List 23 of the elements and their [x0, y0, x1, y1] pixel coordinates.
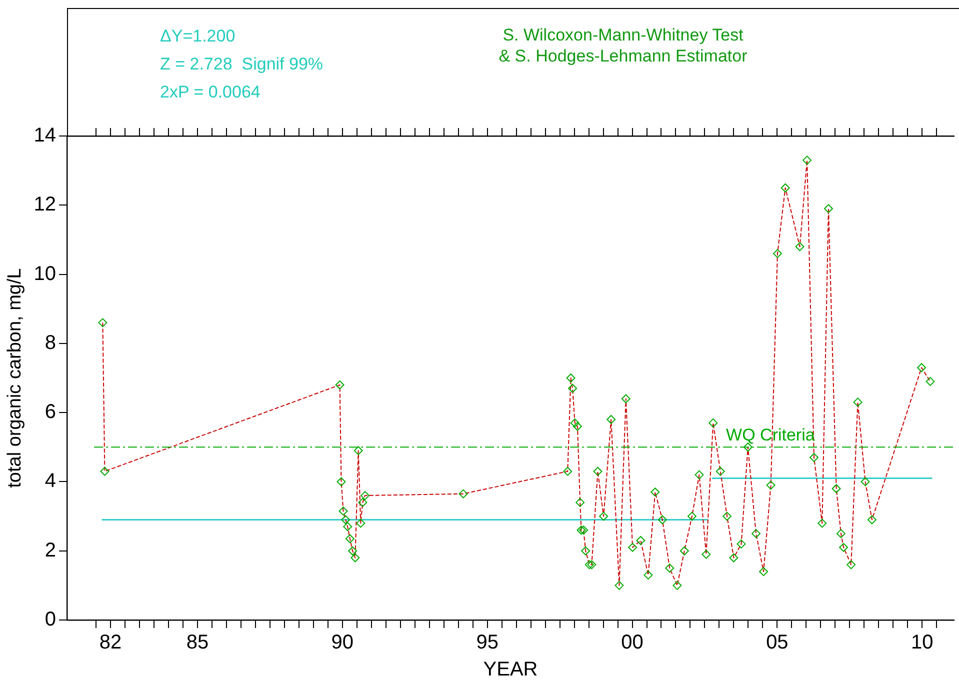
text: ΔY=1.200 [160, 26, 236, 46]
x-tick-label: 00 [621, 632, 644, 654]
y-tick-label: 10 [34, 262, 56, 285]
text: 2xP = 0.0064 [160, 82, 260, 102]
y-tick-label: 12 [34, 194, 56, 216]
y-tick-label: 6 [44, 401, 56, 424]
y-axis-title: total organic carbon, mg/L [4, 268, 26, 488]
ref-line-label: WQ Criteria [726, 425, 816, 444]
x-axis-title: YEAR [483, 658, 538, 681]
x-tick-label: 05 [766, 632, 788, 654]
x-tick-label: 82 [99, 632, 122, 654]
text: & S. Hodges-Lehmann Estimator [498, 46, 748, 66]
text: Z = 2.728 Signif 99% [160, 54, 324, 74]
x-tick-label: 95 [476, 632, 498, 654]
text: S. Wilcoxon-Mann-Whitney Test [502, 26, 744, 45]
y-tick-label: 14 [34, 124, 56, 147]
y-tick-label: 4 [44, 470, 56, 492]
y-tick-label: 2 [44, 539, 56, 562]
x-tick-label: 90 [331, 632, 354, 654]
x-tick-label: 85 [186, 632, 209, 654]
y-tick-label: 0 [44, 608, 56, 631]
y-tick-label: 8 [44, 332, 56, 354]
x-tick-label: 10 [910, 632, 934, 654]
